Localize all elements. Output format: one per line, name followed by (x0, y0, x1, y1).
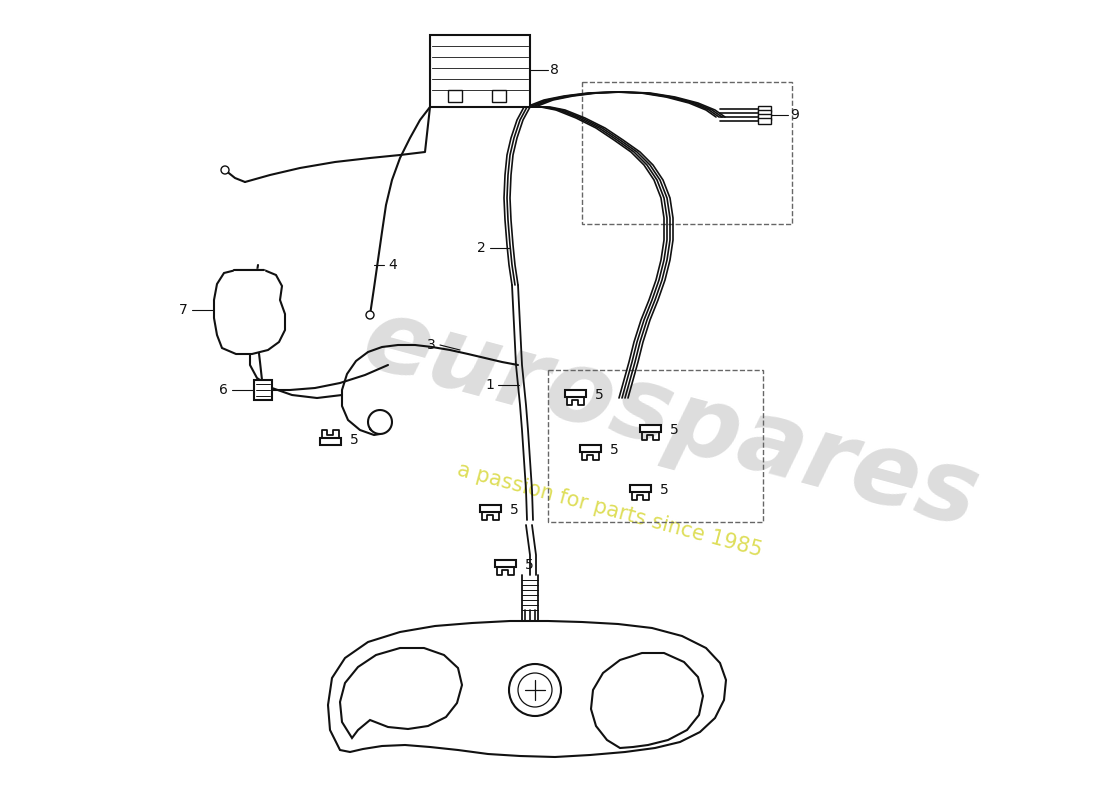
Circle shape (221, 166, 229, 174)
Bar (758, 106, 771, 112)
Text: a passion for parts since 1985: a passion for parts since 1985 (455, 459, 764, 561)
Bar (548, 370, 763, 522)
Bar (254, 380, 272, 400)
Circle shape (366, 311, 374, 319)
Circle shape (509, 664, 561, 716)
Text: 4: 4 (388, 258, 397, 272)
Polygon shape (340, 648, 462, 738)
Text: 5: 5 (610, 443, 618, 457)
Polygon shape (639, 425, 660, 432)
Bar (582, 82, 792, 224)
Text: 5: 5 (525, 558, 533, 572)
Text: 5: 5 (350, 433, 359, 447)
Polygon shape (580, 445, 601, 452)
Polygon shape (214, 270, 285, 354)
Bar (758, 110, 771, 116)
Text: 7: 7 (179, 303, 188, 317)
Text: 2: 2 (477, 241, 486, 255)
Polygon shape (564, 390, 585, 397)
Text: 3: 3 (427, 338, 436, 352)
Polygon shape (591, 653, 703, 748)
Text: 1: 1 (485, 378, 494, 392)
Polygon shape (629, 485, 650, 492)
Polygon shape (495, 560, 516, 567)
Text: 5: 5 (510, 503, 519, 517)
Text: 8: 8 (550, 63, 559, 77)
Polygon shape (328, 621, 726, 757)
Text: 5: 5 (595, 388, 604, 402)
Text: eurospares: eurospares (352, 291, 988, 549)
Text: 9: 9 (790, 108, 799, 122)
Bar (430, 35, 530, 107)
Bar (758, 118, 771, 124)
Bar (448, 90, 462, 102)
Circle shape (518, 673, 552, 707)
Text: 5: 5 (670, 423, 679, 437)
Polygon shape (319, 438, 341, 445)
Bar (492, 90, 506, 102)
Polygon shape (480, 505, 501, 512)
Text: 5: 5 (660, 483, 669, 497)
Bar (758, 114, 771, 120)
Text: 6: 6 (219, 383, 228, 397)
